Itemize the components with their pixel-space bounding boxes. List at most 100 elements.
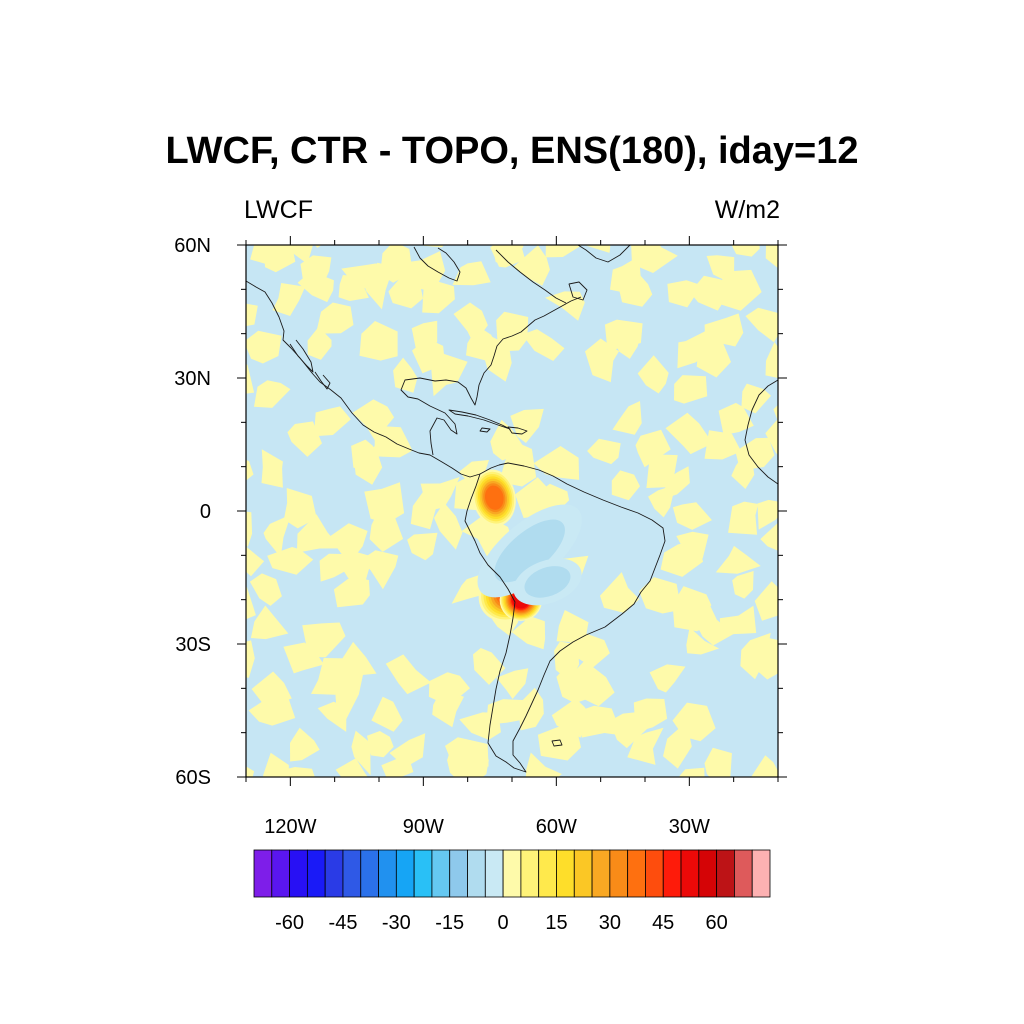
noise-blob: [545, 245, 581, 258]
noise-blob: [581, 705, 623, 738]
noise-blob: [585, 338, 619, 383]
colorbar-box: [520, 849, 540, 898]
noise-blob: [314, 245, 322, 248]
noise-blob: [718, 402, 754, 435]
anomaly-contour-2-7: [484, 485, 504, 510]
africa-coastline: [744, 379, 778, 485]
noise-blob: [210, 237, 240, 278]
noise-blob: [246, 511, 253, 547]
noise-contour-fill: [210, 237, 778, 777]
noise-blob: [263, 514, 291, 558]
noise-blob: [283, 488, 317, 529]
noise-blob: [667, 280, 699, 308]
noise-blob: [486, 699, 528, 725]
colorbar-label: 60: [705, 912, 727, 934]
gulf-coast-coastline: [400, 296, 582, 456]
colorbar-label: 45: [652, 912, 674, 934]
noise-blob: [533, 446, 580, 480]
colorbar-box: [734, 849, 753, 898]
noise-blob: [317, 701, 347, 732]
colorbar-box: [698, 849, 718, 898]
colorbar-box: [680, 849, 700, 898]
noise-blob: [452, 261, 491, 286]
lon-tick-label: 30W: [669, 816, 710, 838]
noise-blob: [631, 245, 678, 273]
colorbar-box: [716, 849, 735, 898]
lon-tick-label: 60W: [536, 816, 577, 838]
noise-blob: [660, 540, 703, 577]
noise-blob: [731, 455, 755, 489]
axis-ticks: [237, 236, 787, 786]
colorbar: -60 -45 -30 -15 0 15 30 45 60: [253, 849, 771, 934]
noise-blob: [745, 307, 778, 343]
noise-blob: [385, 654, 432, 695]
noise-blob: [246, 330, 282, 364]
noise-blob: [432, 689, 464, 728]
noise-blob: [254, 380, 291, 408]
noise-blob: [639, 577, 682, 614]
noise-blob: [272, 283, 306, 316]
colorbar-label: -30: [382, 912, 411, 934]
colorbar-label: -15: [435, 912, 464, 934]
noise-blob: [389, 733, 426, 765]
hispaniola-coastline: [507, 426, 528, 435]
colorbar-box: [449, 849, 468, 898]
noise-blob: [765, 418, 778, 456]
noise-blob: [765, 245, 778, 268]
noise-blob: [587, 438, 621, 465]
colorbar-box: [360, 849, 379, 898]
coastlines: [246, 245, 778, 773]
noise-blob: [420, 477, 460, 511]
noise-blob: [678, 767, 705, 777]
falklands-coastline: [551, 739, 563, 747]
noise-blob: [522, 329, 565, 361]
colorbar-box: [591, 849, 611, 898]
labrador-coastline: [495, 249, 567, 304]
greenland-coastline: [577, 245, 631, 263]
lat-tick-label: 60S: [175, 767, 211, 789]
noise-blob: [569, 660, 615, 707]
latitude-tick-labels: 60N 30N 0 30S 60S: [174, 235, 211, 789]
noise-blob: [371, 696, 403, 732]
noise-blob: [283, 642, 324, 674]
noise-blob: [714, 269, 762, 311]
cuba-coastline: [448, 409, 511, 430]
noise-blob: [496, 311, 529, 352]
colorbar-box: [627, 849, 646, 898]
colorbar-box: [645, 849, 664, 898]
noise-blob: [246, 640, 255, 678]
noise-blob: [663, 727, 692, 769]
noise-blob: [407, 532, 438, 561]
colorbar-label: 0: [498, 912, 509, 934]
noise-blob: [473, 648, 506, 685]
noise-blob: [261, 449, 283, 488]
colorbar-box: [324, 849, 344, 898]
noise-blob: [249, 573, 282, 606]
noise-blob: [665, 412, 713, 455]
noise-blob: [352, 399, 395, 441]
noise-blob: [246, 545, 265, 577]
colorbar-box: [342, 849, 362, 898]
noise-blob: [388, 270, 423, 309]
noise-blob: [728, 501, 759, 535]
colorbar-box: [573, 849, 593, 898]
andes-anomaly-contours: [472, 469, 582, 622]
noise-blob: [307, 326, 332, 360]
noise-blob: [511, 616, 546, 650]
noise-blob: [648, 484, 676, 518]
colorbar-box: [662, 849, 682, 898]
anomaly-contour-3-1: [494, 519, 565, 583]
noise-blob: [457, 755, 489, 777]
noise-blob: [757, 499, 778, 530]
noise-blob: [677, 331, 712, 369]
noise-blob: [335, 758, 368, 777]
noise-blob: [633, 698, 668, 733]
noise-blob: [537, 725, 581, 761]
noise-blob: [496, 668, 529, 699]
noise-blob: [250, 605, 289, 640]
noise-blob: [525, 752, 562, 777]
gulf-of-california-coastline: [314, 371, 331, 390]
noise-blob: [483, 335, 512, 382]
jamaica-coastline: [479, 427, 491, 433]
noise-blob: [741, 383, 771, 414]
